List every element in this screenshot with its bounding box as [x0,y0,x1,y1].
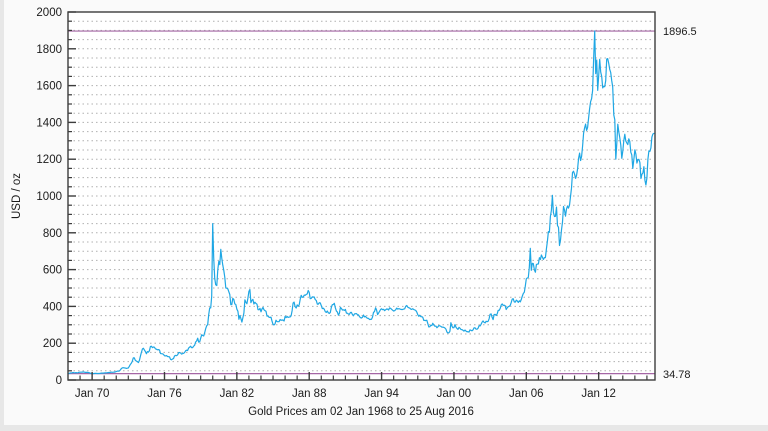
y-axis-title: USD / oz [11,173,23,219]
y-tick-label: 1000 [36,191,62,203]
x-tick-label: Jan 06 [509,388,544,400]
chart-title: Gold Prices am 02 Jan 1968 to 25 Aug 201… [248,406,474,418]
y-tick-label: 800 [43,228,62,240]
max-value-annotation: 1896.5 [663,26,697,38]
min-value-annotation: 34.78 [663,369,691,381]
x-tick-label: Jan 12 [581,388,616,400]
y-tick-label: 1400 [36,117,62,129]
chart-panel: 0 200 400 600 800 1000 1200 1400 1600 1800 2000 Jan… [4,0,768,425]
y-tick-label: 200 [43,338,62,350]
x-tick-label: Jan 88 [292,388,327,400]
y-tick-label: 400 [43,301,62,313]
price-line [67,30,655,375]
x-tick-label: Jan 94 [364,388,399,400]
x-tick-label: Jan 76 [147,388,182,400]
gold-price-chart: 0 200 400 600 800 1000 1200 1400 1600 1800 2000 Jan… [11,7,697,418]
x-tick-label: Jan 70 [75,388,110,400]
y-tick-label: 600 [43,265,62,277]
y-tick-label: 1200 [36,154,62,166]
y-tick-label: 0 [56,375,62,387]
y-tick-label: 1600 [36,81,62,93]
y-tick-label: 2000 [36,7,62,19]
chart-plot-layer: 0 200 400 600 800 1000 1200 1400 1600 1800 2000 Jan… [36,7,656,400]
y-tick-label: 1800 [36,44,62,56]
x-tick-label: Jan 82 [220,388,255,400]
x-tick-label: Jan 00 [437,388,472,400]
